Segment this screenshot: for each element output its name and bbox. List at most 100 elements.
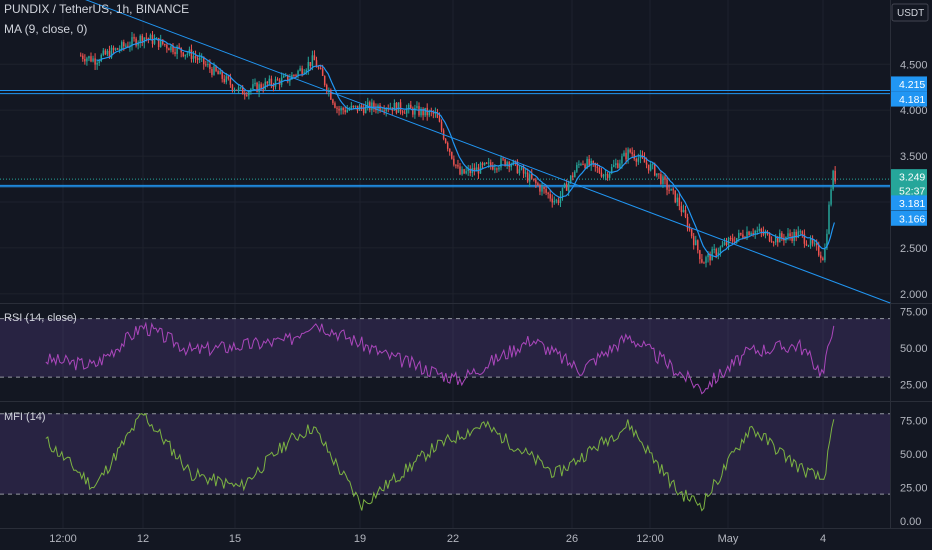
candle-body-203 — [496, 168, 498, 170]
candle-body-323 — [742, 234, 744, 238]
candle-body-65 — [213, 66, 215, 75]
candle-body-314 — [723, 242, 726, 245]
trend-line[interactable] — [0, 0, 891, 304]
candle-body-208 — [506, 162, 508, 166]
candle-body-143 — [373, 102, 375, 108]
candle-body-64 — [211, 68, 213, 75]
candle-body-142 — [371, 102, 373, 111]
candle-body-227 — [545, 189, 547, 193]
ma-line — [96, 38, 835, 258]
mfi-tick-2: 25.00 — [900, 482, 928, 494]
candle-body-76 — [235, 89, 238, 91]
candle-body-279 — [651, 163, 654, 165]
candle-body-310 — [715, 249, 717, 256]
candle-body-233 — [557, 200, 560, 203]
candle-body-36 — [153, 39, 156, 44]
candle-body-156 — [399, 102, 402, 112]
price-badge-2[interactable] — [891, 169, 927, 185]
time-axis-bg — [0, 528, 932, 550]
candle-body-318 — [731, 238, 734, 242]
candle-body-317 — [729, 237, 732, 239]
candle-body-214 — [518, 169, 521, 174]
candle-body-192 — [473, 168, 476, 172]
candle-body-360 — [818, 245, 820, 256]
candle-body-72 — [227, 76, 230, 79]
candle-body-13 — [106, 50, 109, 55]
price-axis[interactable]: 4.500 4.000 3.500 2.500 2.000 75.00 50.00 25.00… — [891, 3, 929, 528]
candle-body-118 — [321, 68, 324, 76]
candle-body-200 — [490, 162, 492, 166]
candle-body-96 — [276, 79, 279, 81]
candle-body-295 — [684, 209, 687, 217]
candle-body-182 — [453, 158, 455, 165]
candle-body-83 — [250, 89, 252, 92]
candle-body-19 — [118, 49, 121, 51]
candle-body-305 — [705, 257, 707, 263]
price-badge-5[interactable] — [891, 210, 927, 226]
candle-body-250 — [592, 160, 594, 163]
price-badge-0[interactable] — [891, 76, 927, 92]
candle-body-58 — [198, 57, 201, 60]
price-badge-label-5: 3.166 — [899, 213, 925, 225]
candle-body-288 — [670, 188, 672, 191]
candle-body-320 — [736, 237, 738, 243]
time-axis[interactable]: 12:00 12 15 19 22 26 12:00 May 4 — [0, 528, 932, 550]
candle-body-184 — [457, 165, 459, 167]
candle-body-66 — [215, 66, 217, 72]
candle-body-33 — [147, 38, 150, 40]
candle-body-115 — [315, 60, 318, 68]
price-badge-3[interactable] — [891, 183, 927, 199]
mfi-tick-0: 75.00 — [900, 415, 928, 427]
time-tick-6: 12:00 — [636, 533, 664, 545]
candle-body-263 — [619, 163, 621, 168]
candle-body-126 — [338, 108, 340, 111]
candle-body-264 — [621, 156, 623, 164]
candle-body-127 — [340, 108, 342, 111]
candle-body-39 — [159, 39, 162, 47]
candle-body-101 — [287, 74, 289, 82]
price-badge-4[interactable] — [891, 195, 927, 211]
candle-body-107 — [299, 68, 301, 71]
price-tick-3: 2.500 — [900, 243, 928, 255]
rsi-line — [45, 321, 835, 395]
candle-body-272 — [637, 158, 640, 162]
candle-body-285 — [664, 176, 666, 180]
ma-9-line — [96, 38, 835, 258]
candle-body-26 — [133, 37, 135, 39]
rsi-title: RSI (14, close) — [4, 312, 77, 324]
candle-body-282 — [658, 173, 660, 175]
candle-body-114 — [313, 55, 316, 61]
candle-body-15 — [110, 47, 113, 58]
candle-body-18 — [116, 48, 119, 50]
candle-body-104 — [293, 75, 295, 77]
candle-body-302 — [699, 250, 701, 260]
time-tick-5: 26 — [566, 533, 578, 545]
candle-body-245 — [582, 163, 584, 165]
candle-body-286 — [666, 179, 668, 190]
candle-body-211 — [512, 160, 515, 165]
candle-body-179 — [446, 142, 449, 149]
price-badge-1[interactable] — [891, 91, 927, 107]
candle-body-75 — [233, 89, 236, 91]
candle-body-80 — [244, 94, 246, 96]
candle-body-14 — [108, 50, 111, 58]
candle-body-61 — [205, 64, 207, 66]
candle-body-217 — [524, 172, 527, 174]
trend-line-group[interactable] — [0, 0, 891, 304]
candle-body-81 — [246, 94, 248, 96]
currency-badge[interactable] — [891, 3, 929, 22]
candle-body-122 — [330, 90, 332, 100]
horizontal-levels[interactable] — [0, 89, 890, 188]
candle-body-168 — [424, 107, 426, 116]
candle-body-105 — [295, 75, 297, 77]
candle-body-59 — [200, 56, 203, 58]
candle-body-164 — [416, 106, 418, 109]
candle-body-22 — [125, 45, 127, 47]
candle-body-48 — [178, 46, 180, 48]
candle-body-67 — [217, 71, 219, 75]
candle-body-55 — [192, 55, 195, 59]
candle-body-254 — [600, 172, 603, 177]
candle-body-165 — [418, 106, 420, 116]
candle-body-166 — [420, 108, 422, 116]
